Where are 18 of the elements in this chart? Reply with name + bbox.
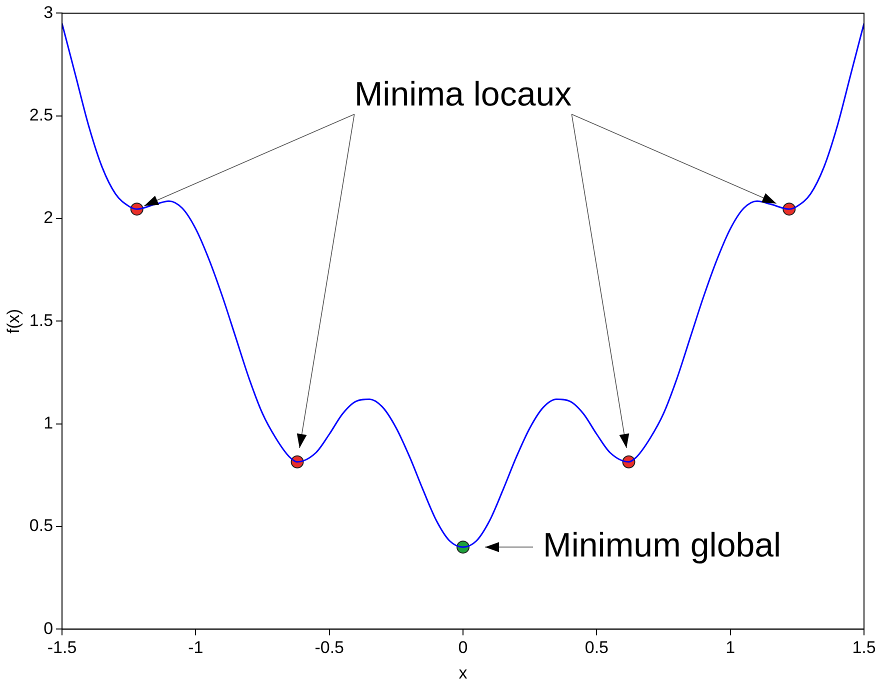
annotation: Minima locaux: [354, 76, 572, 114]
y-tick-label: 3: [44, 2, 54, 22]
y-tick-label: 0: [44, 618, 54, 638]
x-tick-label: 0.5: [584, 638, 608, 658]
annotation: Minimum global: [543, 526, 782, 564]
x-tick-label: 1.5: [852, 638, 876, 658]
x-tick-label: -1: [188, 638, 204, 658]
x-tick-label: 1: [726, 638, 736, 658]
x-tick-label: 0: [458, 638, 468, 658]
x-tick-label: -0.5: [314, 638, 344, 658]
y-axis-title: f(x): [4, 308, 23, 334]
y-tick-label: 1.5: [29, 310, 54, 330]
y-tick-label: 2: [44, 208, 54, 228]
y-tick-label: 0.5: [29, 516, 54, 536]
y-tick-label: 2.5: [29, 106, 54, 125]
x-tick-label: -1.5: [47, 638, 77, 658]
y-tick-label: 1: [44, 414, 54, 433]
x-axis-title: x: [458, 663, 468, 682]
